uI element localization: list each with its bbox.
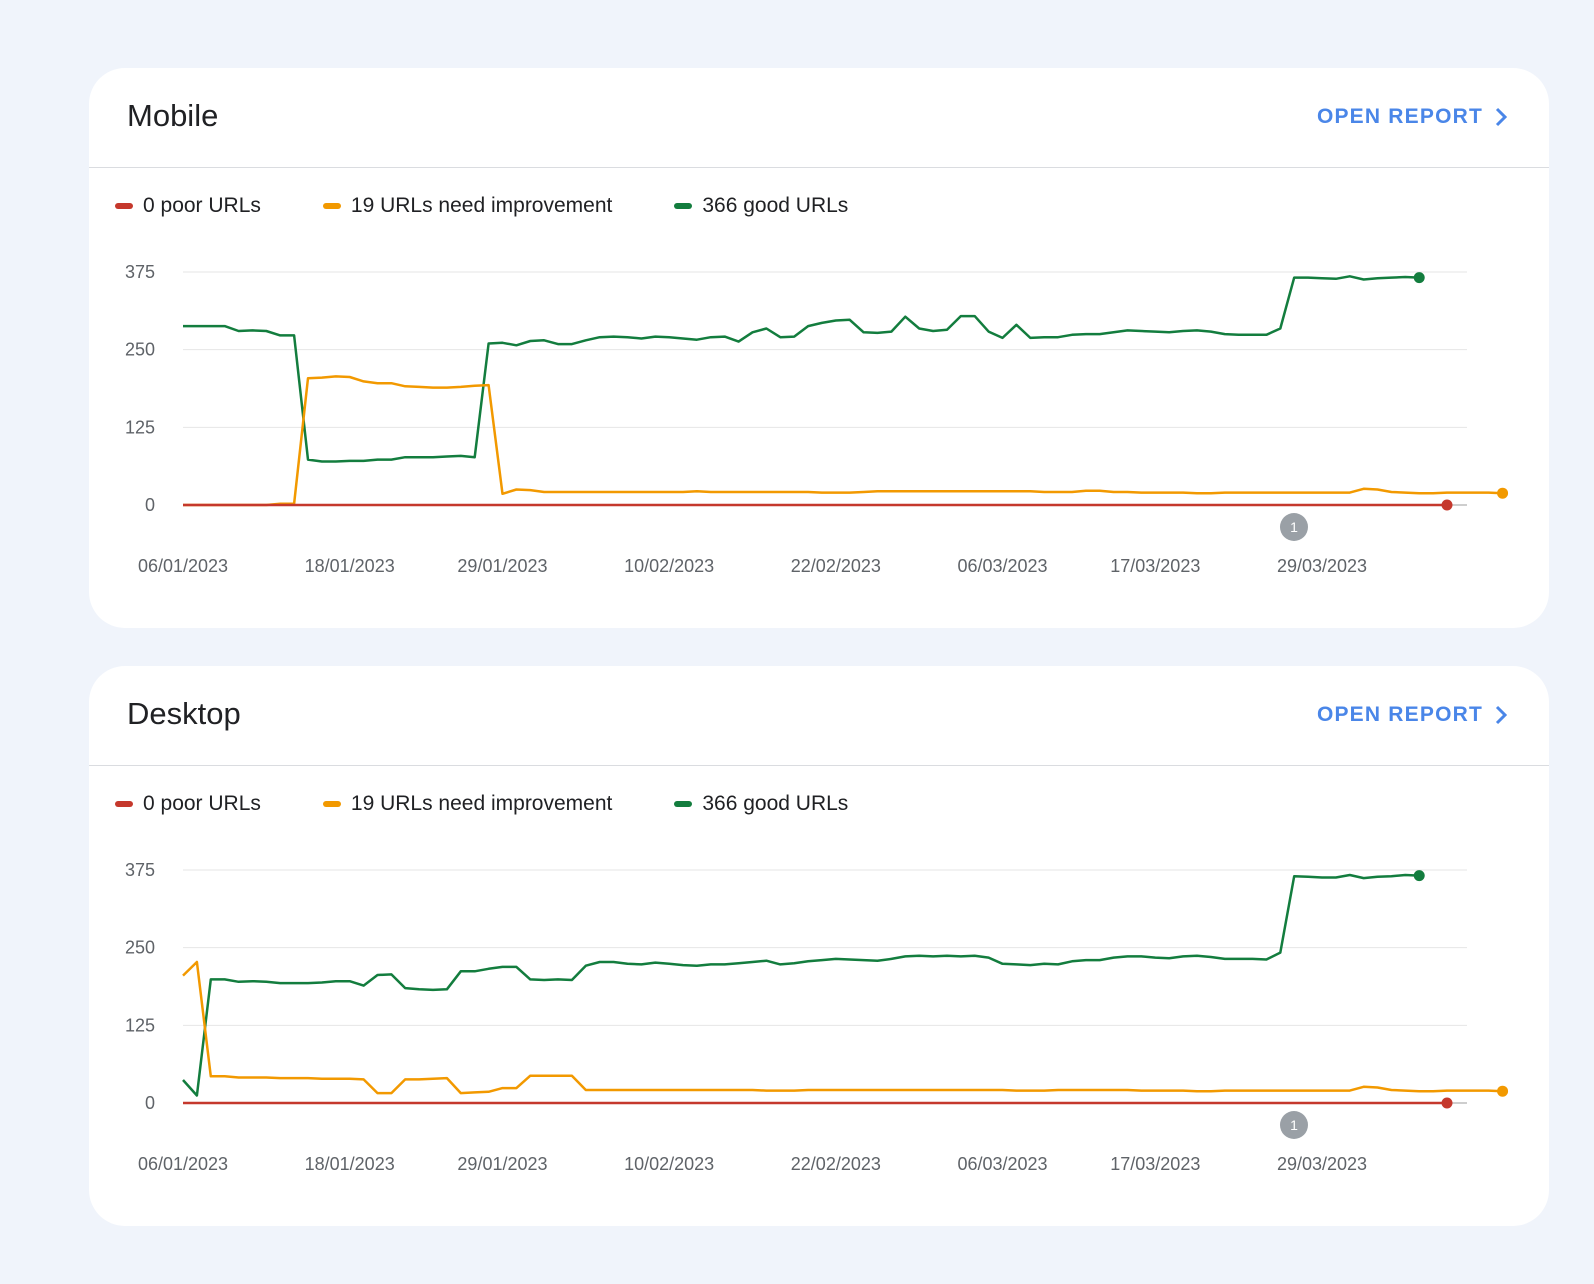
- x-tick-label: 06/01/2023: [138, 556, 228, 576]
- legend-label-improvement: 19 URLs need improvement: [350, 194, 613, 217]
- line-chart-desktop: 0 125 250 375 06/01/2023 18/01/2023 29/01/2023…: [125, 860, 1509, 1174]
- chart-legend: 0 poor URLs 19 URLs need improvement 366…: [115, 194, 910, 218]
- open-report-link[interactable]: OPEN REPORT: [1317, 105, 1509, 129]
- series-line-good[interactable]: [183, 275, 1420, 463]
- legend-item-good[interactable]: 366 good URLs: [674, 792, 848, 816]
- series-endpoint-improvement[interactable]: [1497, 487, 1509, 499]
- x-tick-label: 17/03/2023: [1110, 556, 1200, 576]
- card-mobile: Mobile OPEN REPORT 0 poor URLs 19 URLs n…: [89, 68, 1549, 628]
- y-tick-label: 375: [125, 262, 155, 282]
- y-tick-label: 125: [125, 417, 155, 437]
- legend-label-good: 366 good URLs: [702, 194, 849, 217]
- legend-swatch-good: [674, 801, 693, 807]
- x-tick-label: 29/01/2023: [457, 556, 547, 576]
- open-report-label: OPEN REPORT: [1316, 703, 1483, 726]
- open-report-label: OPEN REPORT: [1316, 105, 1483, 128]
- annotation-badge-label: 1: [1290, 519, 1298, 535]
- legend-label-good: 366 good URLs: [702, 792, 849, 815]
- series-endpoint-poor[interactable]: [1441, 1097, 1453, 1109]
- card-header: Mobile OPEN REPORT: [89, 68, 1549, 168]
- series-endpoint-good[interactable]: [1413, 272, 1425, 284]
- legend-label-poor: 0 poor URLs: [143, 194, 261, 217]
- legend-item-improvement[interactable]: 19 URLs need improvement: [322, 792, 613, 816]
- x-tick-label: 22/02/2023: [791, 556, 881, 576]
- x-tick-label: 29/01/2023: [457, 1154, 547, 1174]
- series-endpoint-improvement[interactable]: [1497, 1085, 1509, 1097]
- legend-label-poor: 0 poor URLs: [143, 792, 261, 815]
- x-tick-label: 06/03/2023: [957, 1154, 1047, 1174]
- legend-swatch-improvement: [322, 801, 341, 807]
- x-tick-label: 18/01/2023: [305, 556, 395, 576]
- annotation-badge[interactable]: 1: [1279, 1111, 1308, 1139]
- legend-item-improvement[interactable]: 19 URLs need improvement: [322, 194, 613, 218]
- chevron-right-icon: [1495, 107, 1508, 127]
- series-line-good[interactable]: [182, 873, 1420, 1097]
- annotation-badge[interactable]: 1: [1279, 513, 1308, 541]
- x-tick-label: 06/01/2023: [138, 1154, 228, 1174]
- chevron-right-icon: [1495, 705, 1508, 725]
- card-desktop: Desktop OPEN REPORT 0 poor URLs 19 URLs …: [89, 666, 1549, 1226]
- card-title: Desktop: [127, 696, 241, 731]
- x-tick-label: 10/02/2023: [624, 1154, 714, 1174]
- y-tick-label: 125: [125, 1015, 155, 1035]
- open-report-link[interactable]: OPEN REPORT: [1317, 703, 1509, 727]
- annotation-badge-label: 1: [1290, 1117, 1298, 1133]
- y-tick-label: 0: [145, 1093, 155, 1113]
- y-tick-label: 0: [145, 495, 155, 515]
- legend-swatch-good: [674, 203, 693, 209]
- x-tick-label: 17/03/2023: [1110, 1154, 1200, 1174]
- x-tick-label: 29/03/2023: [1277, 556, 1367, 576]
- line-chart-mobile: 0 125 250 375 06/01/2023 18/01/2023 29/01/2023…: [125, 262, 1509, 576]
- legend-item-poor[interactable]: 0 poor URLs: [115, 792, 261, 816]
- legend-swatch-improvement: [322, 203, 341, 209]
- y-tick-label: 375: [125, 860, 155, 880]
- series-endpoint-poor[interactable]: [1441, 499, 1453, 511]
- series-line-improvement[interactable]: [183, 375, 1503, 507]
- annotation-badge-circle: [1279, 1111, 1308, 1139]
- y-tick-label: 250: [125, 340, 155, 360]
- x-tick-label: 10/02/2023: [624, 556, 714, 576]
- x-tick-label: 18/01/2023: [305, 1154, 395, 1174]
- chart-legend: 0 poor URLs 19 URLs need improvement 366…: [115, 792, 910, 816]
- card-header: Desktop OPEN REPORT: [89, 666, 1549, 766]
- legend-item-good[interactable]: 366 good URLs: [674, 194, 848, 218]
- series-endpoint-good[interactable]: [1413, 870, 1425, 882]
- series-line-improvement[interactable]: [182, 960, 1503, 1095]
- legend-swatch-poor: [115, 801, 133, 807]
- x-tick-label: 22/02/2023: [791, 1154, 881, 1174]
- x-tick-label: 06/03/2023: [957, 556, 1047, 576]
- y-tick-label: 250: [125, 938, 155, 958]
- annotation-badge-circle: [1279, 513, 1308, 541]
- legend-swatch-poor: [115, 203, 133, 209]
- legend-item-poor[interactable]: 0 poor URLs: [115, 194, 261, 218]
- legend-label-improvement: 19 URLs need improvement: [350, 792, 613, 815]
- card-title: Mobile: [127, 98, 219, 133]
- x-tick-label: 29/03/2023: [1277, 1154, 1367, 1174]
